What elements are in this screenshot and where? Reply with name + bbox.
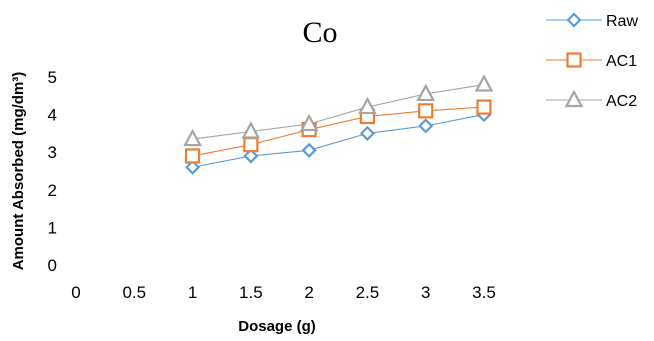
- y-axis-title: Amount Absorbed (mg/dm³): [10, 72, 27, 271]
- legend-marker-diamond-icon: [566, 12, 582, 28]
- x-tick-label: 3.5: [472, 283, 496, 302]
- x-tick-label: 3: [421, 283, 430, 302]
- data-point-raw: [301, 142, 317, 158]
- data-point-raw: [185, 159, 201, 175]
- data-point-raw: [418, 118, 434, 134]
- y-tick-label: 2: [48, 181, 57, 200]
- plot-area: [183, 74, 494, 175]
- data-point-ac1: [476, 99, 492, 115]
- data-point-ac1: [418, 103, 434, 119]
- data-point-ac2: [241, 121, 261, 139]
- y-tick-label: 4: [48, 106, 57, 125]
- legend-item-raw: Raw: [546, 12, 638, 30]
- legend-item-ac2: AC2: [546, 89, 637, 110]
- data-point-ac2: [299, 113, 319, 132]
- x-tick-label: 1: [188, 283, 197, 302]
- axes: 0 0.5 1 1.5 2 2.5 3 3.5 0 1 2 3 4 5: [48, 68, 496, 302]
- data-point-ac2: [474, 74, 494, 92]
- data-point-ac1: [184, 148, 201, 164]
- series-line-ac1: [192, 106, 485, 157]
- y-tick-label: 1: [48, 218, 57, 237]
- data-point-ac2: [416, 83, 436, 102]
- series-line-raw: [192, 114, 485, 168]
- x-tick-label: 1.5: [239, 283, 263, 302]
- data-point-raw: [243, 148, 259, 164]
- data-point-ac2: [183, 128, 202, 147]
- legend-label: Raw: [606, 13, 638, 30]
- legend-item-ac1: AC1: [546, 52, 637, 70]
- legend-marker-square-icon: [566, 52, 582, 68]
- y-tick-label: 0: [48, 256, 57, 275]
- data-point-ac1: [243, 137, 259, 153]
- series-line-ac2: [192, 83, 485, 140]
- legend-label: AC1: [606, 53, 637, 70]
- data-point-raw: [359, 125, 375, 141]
- x-tick-label: 0: [71, 283, 80, 302]
- chart-title: Co: [302, 16, 337, 49]
- legend-label: AC2: [606, 93, 637, 110]
- legend-marker-triangle-icon: [564, 89, 584, 108]
- x-axis-title: Dosage (g): [238, 318, 316, 335]
- data-point-ac2: [358, 96, 377, 115]
- y-tick-label: 3: [48, 143, 57, 162]
- y-tick-label: 5: [48, 68, 57, 87]
- x-tick-label: 2: [304, 283, 313, 302]
- x-tick-label: 0.5: [122, 283, 146, 302]
- legend: Raw AC1 AC2: [546, 12, 638, 110]
- x-tick-label: 2.5: [356, 283, 380, 302]
